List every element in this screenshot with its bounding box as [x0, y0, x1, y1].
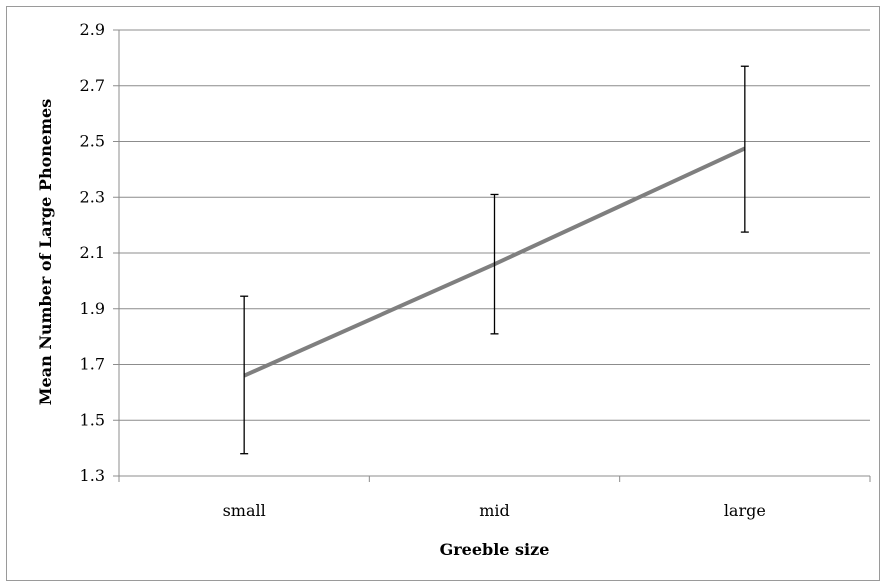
- y-tick-label: 2.9: [80, 20, 105, 39]
- y-tick-label: 1.7: [80, 355, 105, 374]
- y-tick-label: 1.5: [80, 410, 105, 429]
- x-tick-label: mid: [479, 501, 510, 520]
- y-tick-label: 2.1: [80, 243, 105, 262]
- x-tick-label: small: [223, 501, 266, 520]
- y-tick-label: 2.7: [80, 76, 105, 95]
- y-tick-label: 2.5: [80, 132, 105, 151]
- y-tick-label: 2.3: [80, 187, 105, 206]
- chart-frame: [6, 6, 880, 581]
- y-tick-label: 1.9: [80, 299, 105, 318]
- x-tick-labels: small mid large: [223, 501, 766, 520]
- axes: [113, 29, 871, 482]
- y-tick-labels: 1.3 1.5 1.7 1.9 2.1 2.3 2.5 2.7 2.9: [80, 20, 105, 485]
- x-axis-title: Greeble size: [440, 540, 550, 559]
- series: [240, 65, 749, 455]
- y-axis-title: Mean Number of Large Phonemes: [36, 99, 55, 405]
- y-tick-label: 1.3: [80, 466, 105, 485]
- x-tick-label: large: [724, 501, 766, 520]
